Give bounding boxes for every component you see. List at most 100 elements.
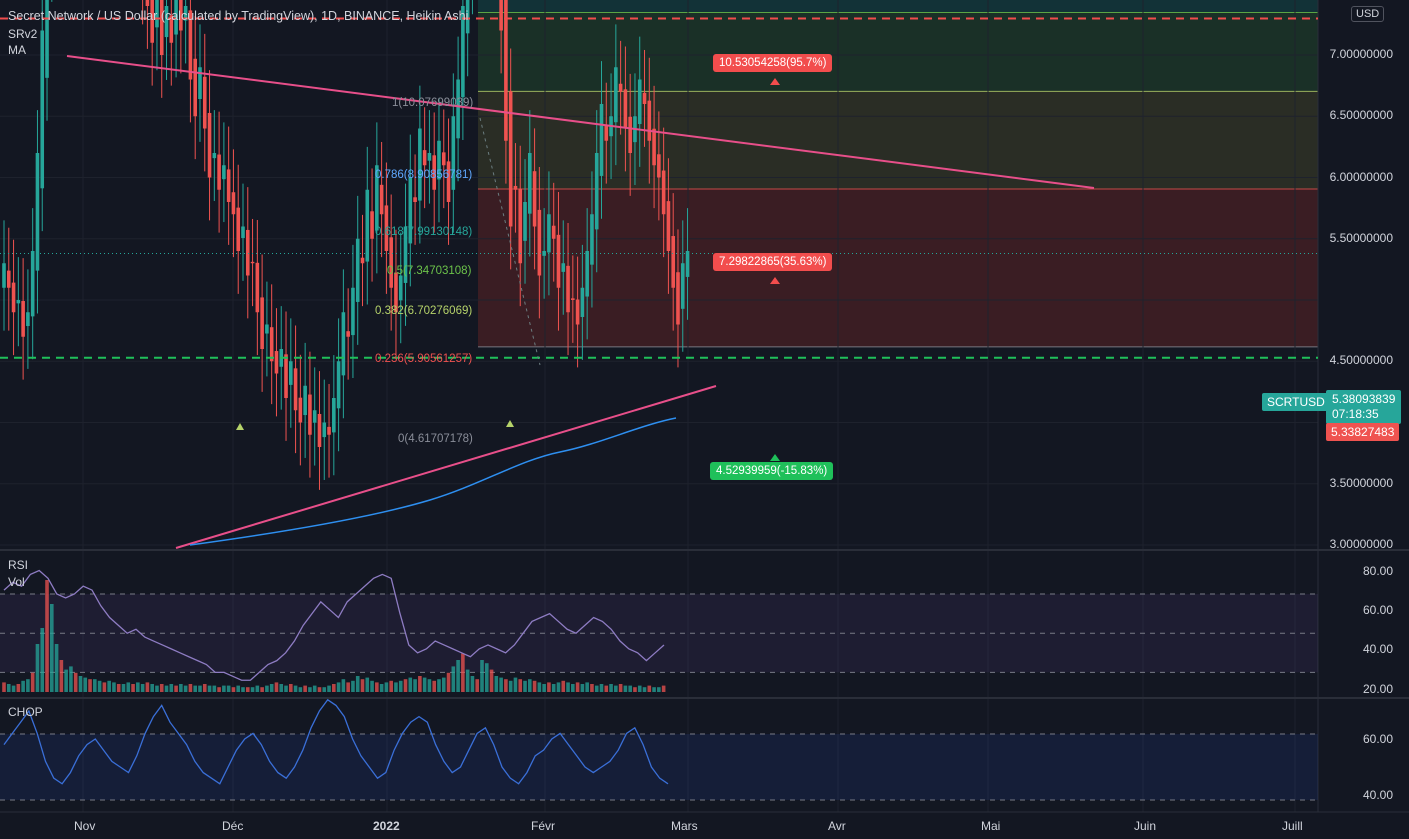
volume-bar — [336, 682, 341, 692]
time-label-nov: Nov — [74, 819, 96, 833]
fib-level-1: 1(10.07699039) — [392, 97, 474, 109]
candle-body — [293, 368, 298, 411]
candle-body — [150, 0, 154, 43]
volume-bar — [279, 684, 284, 692]
candle-body — [250, 261, 255, 264]
candle-body — [676, 272, 680, 325]
volume-bar — [652, 687, 656, 692]
currency-button[interactable]: USD — [1351, 6, 1385, 22]
candle-body — [2, 263, 6, 288]
volume-bar — [202, 684, 207, 692]
volume-bar — [217, 687, 221, 692]
candle-body — [40, 30, 45, 189]
candle-body — [585, 251, 589, 297]
volume-bar — [585, 682, 589, 692]
candle-body — [537, 209, 542, 276]
target-upper-label: 10.53054258(95.7%) — [713, 54, 833, 72]
volume-bar — [54, 644, 59, 692]
candle-body — [408, 177, 413, 244]
vol-label[interactable]: Vol — [8, 575, 25, 589]
volume-bar — [518, 679, 523, 692]
price-tick: 7.00000000 — [1329, 47, 1393, 61]
volume-bar — [236, 685, 241, 692]
volume-bar — [556, 682, 561, 692]
volume-bar — [642, 687, 647, 692]
candle-body — [351, 287, 355, 336]
candle-body — [11, 282, 16, 313]
volume-bar — [265, 685, 269, 692]
candle-body — [418, 128, 422, 201]
overlays — [0, 17, 1318, 549]
volume-bar — [193, 685, 197, 692]
candle-body — [375, 165, 379, 231]
volume-bar — [231, 687, 236, 692]
volume-bar — [484, 663, 489, 692]
candle-body — [30, 251, 35, 317]
volume-bar — [489, 669, 494, 692]
candle-body — [394, 272, 398, 313]
volume-bar — [475, 679, 480, 692]
volume-bar — [365, 677, 370, 692]
volume-bar — [465, 669, 470, 692]
volume-bar — [312, 685, 317, 692]
volume-bar — [618, 684, 623, 692]
volume-bar — [351, 680, 355, 692]
rsi-pane — [0, 569, 1318, 692]
candle-body — [6, 270, 11, 288]
volume-bar — [537, 682, 542, 692]
candle-body — [159, 0, 164, 55]
candle-body — [207, 112, 212, 178]
candle-body — [365, 189, 370, 262]
price-tick: 3.50000000 — [1329, 475, 1393, 490]
candle-body — [680, 263, 685, 309]
volume-bar — [327, 685, 331, 692]
volume-bar — [112, 682, 116, 692]
volume-bar — [398, 680, 403, 692]
volume-bar — [623, 685, 628, 692]
candle-body — [255, 262, 260, 313]
volume-bar — [432, 680, 436, 692]
volume-bar — [179, 684, 183, 692]
candle-body — [346, 331, 350, 337]
candle-body — [355, 238, 360, 302]
volume-bar — [441, 677, 446, 692]
fib-level-5: 0.5(7.34703108) — [387, 265, 472, 277]
volume-bar — [547, 682, 551, 692]
indicator-ma[interactable]: MA — [8, 43, 26, 57]
volume-bar — [571, 684, 575, 692]
candle-body — [575, 299, 580, 325]
candle-body — [260, 297, 264, 349]
volume-bar — [241, 687, 245, 692]
volume-bar — [422, 677, 427, 692]
candle-body — [217, 154, 221, 190]
volume-bar — [174, 685, 178, 692]
volume-bar — [298, 687, 303, 692]
volume-bar — [212, 685, 217, 692]
volume-bar — [131, 684, 135, 692]
volume-bar — [379, 684, 384, 692]
fib-level-786: 0.786(8.90856781) — [375, 169, 473, 181]
candle-body — [528, 153, 532, 214]
volume-bar — [116, 684, 121, 692]
rsi-tick-40: 40.00 — [1362, 642, 1393, 656]
indicator-srv2[interactable]: SRv2 — [8, 27, 38, 41]
candle-body — [513, 185, 518, 190]
candle-body — [21, 301, 25, 337]
volume-bar — [614, 685, 618, 692]
signal-marker — [236, 423, 244, 430]
chart-title: Secret Network / US Dollar (calculated b… — [8, 9, 469, 23]
trendline-descending — [66, 55, 1095, 189]
rsi-line — [3, 569, 665, 681]
volume-bar — [408, 677, 413, 692]
target-pointer — [770, 78, 780, 85]
candle-body — [269, 327, 274, 362]
rsi-label[interactable]: RSI — [8, 558, 29, 572]
volume-bar — [384, 682, 389, 692]
time-label-dec: Déc — [222, 819, 244, 833]
volume-bar — [499, 677, 503, 692]
volume-bar — [513, 677, 518, 692]
candle-body — [518, 188, 523, 264]
chop-label[interactable]: CHOP — [8, 705, 43, 719]
volume-bar — [169, 684, 174, 692]
